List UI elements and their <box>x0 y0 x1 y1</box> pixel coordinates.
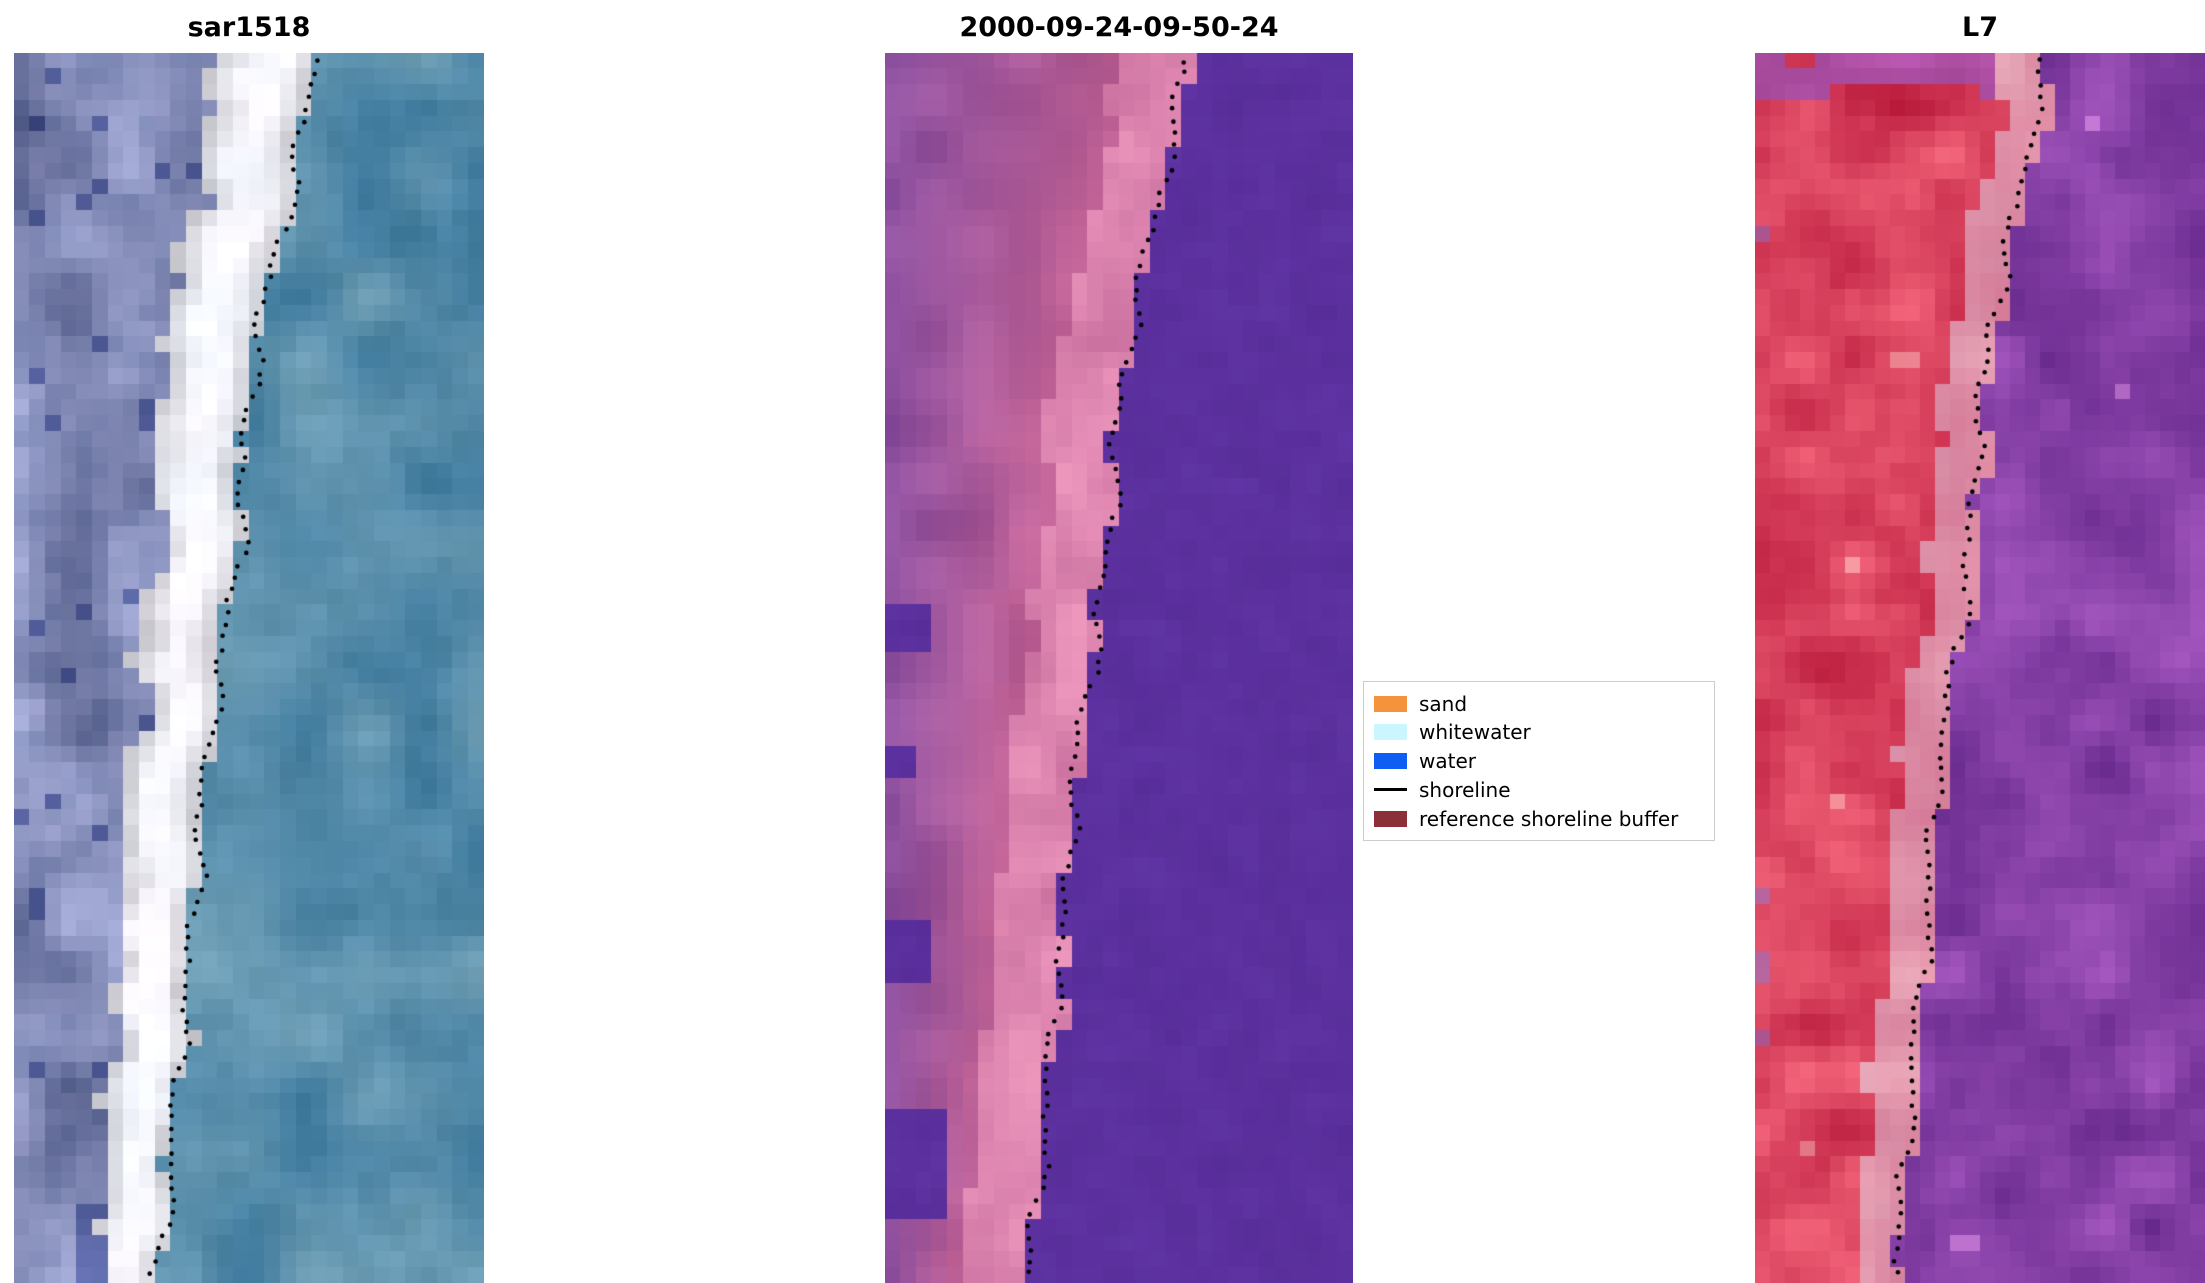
shoreline-swatch <box>1374 788 1407 792</box>
legend-item-reference-shoreline-buffer: reference shoreline buffer <box>1374 805 1704 832</box>
water-swatch <box>1374 753 1407 769</box>
panel-title-sar1518: sar1518 <box>187 12 311 43</box>
legend-item-shoreline: shoreline <box>1374 776 1704 803</box>
legend-label: shoreline <box>1419 777 1511 802</box>
sar1518-image <box>14 53 484 1283</box>
legend-label: reference shoreline buffer <box>1419 806 1679 831</box>
reference-shoreline-buffer-swatch <box>1374 810 1407 827</box>
legend-label: water <box>1419 749 1476 773</box>
whitewater-swatch <box>1374 724 1407 741</box>
legend-item-water: water <box>1374 748 1704 775</box>
panel-title-l7: L7 <box>1962 12 1998 43</box>
panel-title-classified: 2000-09-24-09-50-24 <box>959 12 1279 43</box>
legend-item-sand: sand <box>1374 690 1704 717</box>
legend-item-whitewater: whitewater <box>1374 719 1704 746</box>
l7-image <box>1755 53 2205 1283</box>
sand-swatch <box>1374 695 1407 712</box>
legend-label: whitewater <box>1419 720 1531 745</box>
legend-label: sand <box>1419 691 1468 716</box>
classified-image <box>885 53 1353 1283</box>
legend: sand whitewater water shoreline reference sh… <box>1363 681 1715 841</box>
